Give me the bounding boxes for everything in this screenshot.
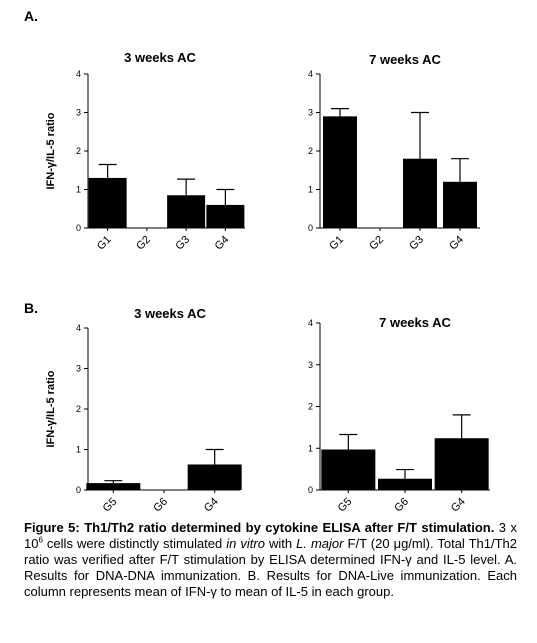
bar-g3 xyxy=(167,195,206,228)
y-tick-label: 4 xyxy=(76,323,81,333)
chart-title: 3 weeks AC xyxy=(134,306,206,321)
category-label: G1 xyxy=(95,234,114,253)
bar-g6 xyxy=(378,478,432,490)
y-tick-label: 0 xyxy=(76,223,81,233)
y-tick-label: 4 xyxy=(308,318,313,328)
caption-italic-2: L. major xyxy=(296,536,344,551)
panel-b-label: B. xyxy=(24,300,38,316)
y-tick-label: 1 xyxy=(308,443,313,453)
category-label: G4 xyxy=(449,496,468,515)
category-label: G3 xyxy=(407,234,426,253)
caption-bold: Figure 5: Th1/Th2 ratio determined by cy… xyxy=(24,520,495,535)
y-tick-label: 2 xyxy=(308,146,313,156)
chart-a-3-weeks: 3 weeks AC IFN-γ/IL-5 ratio 0 1 2 3 4 G1 G2 G3 G4 xyxy=(45,50,245,253)
panel-a-label: A. xyxy=(24,8,38,24)
category-label: G6 xyxy=(392,496,411,515)
chart-title: 7 weeks AC xyxy=(379,315,451,330)
y-tick-label: 2 xyxy=(76,146,81,156)
y-tick-label: 2 xyxy=(308,402,313,412)
caption-text-1: 3 x 10 xyxy=(24,520,517,551)
y-tick-label: 1 xyxy=(76,445,81,455)
y-axis-label: IFN-γ/IL-5 ratio xyxy=(45,112,57,189)
y-tick-label: 2 xyxy=(76,404,81,414)
y-axis-label: IFN-γ/IL-5 ratio xyxy=(45,370,57,447)
y-tick-label: 0 xyxy=(308,485,313,495)
y-tick-label: 3 xyxy=(308,360,313,370)
category-label: G5 xyxy=(101,496,120,515)
caption-superscript: 6 xyxy=(38,535,43,545)
bar-g4 xyxy=(206,204,245,228)
bar-g4 xyxy=(187,464,242,490)
chart-title: 7 weeks AC xyxy=(369,52,441,67)
caption-italic-1: in vitro xyxy=(226,536,265,551)
caption-text-3: with xyxy=(264,536,297,551)
caption-text-4: F/T (20 μg/ml). Total Th1/Th2 ratio was … xyxy=(24,536,518,599)
figure-caption: Figure 5: Th1/Th2 ratio determined by cy… xyxy=(24,520,517,600)
y-tick-label: 4 xyxy=(76,69,81,79)
category-label: G3 xyxy=(173,234,192,253)
bar-g3 xyxy=(403,158,437,228)
y-tick-label: 0 xyxy=(308,223,313,233)
bar-g1 xyxy=(88,177,127,228)
bar-g5 xyxy=(86,483,141,490)
category-label: G1 xyxy=(327,234,346,253)
chart-title: 3 weeks AC xyxy=(124,50,196,65)
category-label: G2 xyxy=(134,234,153,253)
bar-g5 xyxy=(321,449,376,490)
y-tick-label: 3 xyxy=(308,108,313,118)
y-tick-label: 1 xyxy=(308,185,313,195)
bar-g4 xyxy=(443,181,477,228)
y-tick-label: 1 xyxy=(76,185,81,195)
y-tick-label: 0 xyxy=(76,485,81,495)
category-label: G4 xyxy=(447,234,466,253)
category-label: G4 xyxy=(202,496,221,515)
category-label: G5 xyxy=(336,496,355,515)
category-label: G6 xyxy=(151,496,170,515)
caption-text-2: cells were distinctly stimulated xyxy=(42,536,227,551)
chart-b-7-weeks: 7 weeks AC 0 1 2 3 4 G5 G6 G4 xyxy=(308,315,490,515)
bar-g4 xyxy=(434,438,489,490)
chart-a-7-weeks: 7 weeks AC 0 1 2 3 4 G1 G2 G3 G4 xyxy=(308,52,480,253)
category-label: G2 xyxy=(367,234,386,253)
category-label: G4 xyxy=(213,234,232,253)
chart-b-3-weeks: 3 weeks AC IFN-γ/IL-5 ratio 0 1 2 3 4 G5 G6 G4 xyxy=(45,306,242,515)
y-tick-label: 3 xyxy=(76,364,81,374)
y-tick-label: 4 xyxy=(308,69,313,79)
bar-g1 xyxy=(323,116,357,228)
y-tick-label: 3 xyxy=(76,108,81,118)
